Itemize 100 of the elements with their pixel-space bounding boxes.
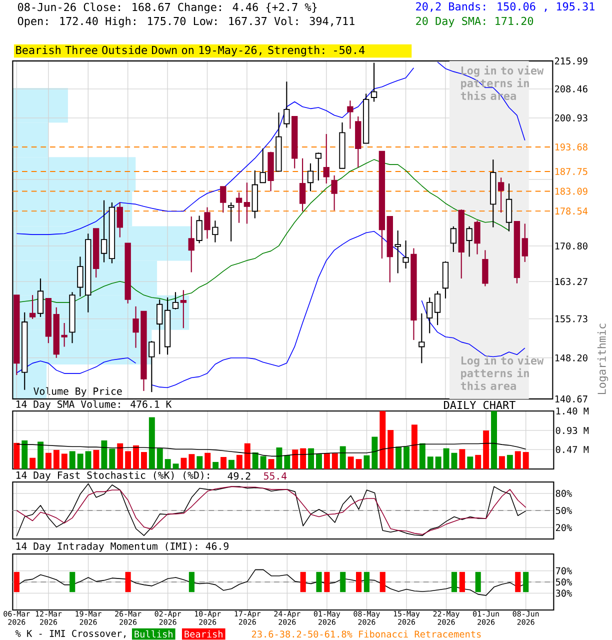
candlestick [498, 177, 504, 214]
candlestick [212, 220, 218, 243]
bar [14, 442, 20, 470]
bar [101, 440, 108, 470]
bar [85, 451, 92, 470]
bar [451, 452, 458, 470]
bar [244, 443, 251, 470]
bar [467, 456, 474, 470]
bar [316, 454, 322, 470]
bar [483, 430, 490, 470]
text: Bearish Three Outside Down on 19-May-26, Strength: -50.4 [16, 46, 365, 56]
ref-line-label: 183.09 [556, 188, 588, 195]
candlestick [300, 158, 306, 212]
y-tick-label: 208.46 [555, 85, 588, 92]
bar [284, 455, 290, 470]
y-tick-label: 215.99 [555, 57, 588, 64]
text: 23.6-38.2-50-61.8% Fibonacci Retracements [252, 630, 481, 638]
bar [188, 454, 195, 470]
candlestick [188, 216, 195, 273]
bar [268, 459, 274, 470]
y-tick-label: 148.20 [556, 354, 588, 362]
y-tick-label: 0.93 M [556, 426, 589, 434]
candlestick [220, 186, 226, 214]
bar [436, 456, 442, 470]
bar [372, 436, 378, 470]
y-tick-label: 50% [556, 506, 572, 514]
text: 20,2 Bands: 150.06 , 195.31 [416, 2, 595, 12]
candlestick [180, 290, 187, 329]
bar [196, 456, 203, 470]
candlestick [172, 292, 179, 310]
bar [172, 464, 179, 470]
y-axis-title: Logarithmic [598, 324, 608, 394]
candlestick [244, 182, 250, 224]
candlestick [228, 202, 234, 242]
text: 14 Day SMA Volume: 476.1 K [16, 400, 172, 410]
y-tick-label: 30% [556, 590, 572, 597]
bar [523, 452, 529, 470]
text: 20 Day SMA: 171.20 [416, 16, 534, 28]
bar [46, 452, 52, 470]
bar [70, 451, 76, 470]
candlestick [30, 294, 36, 320]
text: Bearish [184, 630, 223, 638]
candlestick [522, 223, 528, 262]
bar [22, 440, 28, 470]
candlestick [466, 226, 473, 258]
candlestick [38, 278, 44, 318]
bar [157, 448, 164, 470]
bar [133, 445, 140, 470]
y-tick-label: 170.80 [556, 242, 588, 250]
candlestick [308, 162, 314, 192]
y-tick-label: 200.93 [555, 114, 588, 122]
candlestick [204, 206, 210, 240]
bar [260, 456, 266, 470]
bar [332, 453, 338, 470]
bar [308, 448, 314, 470]
candlestick [323, 133, 330, 184]
series-label: 49.2 [228, 472, 250, 480]
bar [507, 454, 514, 470]
bar [212, 462, 219, 470]
y-tick-label: 80% [556, 490, 572, 497]
bar [117, 443, 124, 470]
candlestick [474, 220, 480, 255]
candlestick [284, 81, 290, 128]
bar [499, 456, 506, 470]
legend-title: % K - IMI Crossover, [16, 630, 126, 638]
bar [515, 451, 522, 470]
bar [340, 446, 346, 470]
bar [404, 446, 410, 470]
candlestick [482, 250, 488, 287]
bar [292, 450, 298, 470]
candlestick [331, 174, 338, 211]
text: DAILY CHART [444, 400, 516, 410]
text: Volume By Price [34, 387, 122, 397]
bar [252, 452, 258, 470]
bar [180, 458, 187, 470]
candlestick [450, 226, 457, 253]
y-tick-label: 20% [556, 524, 572, 532]
y-tick-label: 0.47 M [556, 446, 589, 454]
candlestick [148, 340, 155, 393]
candlestick [315, 152, 322, 182]
bar [30, 458, 36, 470]
chart-subtitle: Open: 172.40 High: 175.70 Low: 167.37 Vol: 394,711 [18, 16, 355, 28]
bar [348, 456, 354, 470]
bar [236, 454, 243, 470]
candlestick [156, 298, 163, 355]
candlestick [116, 202, 124, 238]
candlestick [426, 296, 433, 334]
bar [228, 460, 235, 470]
bar [356, 459, 362, 470]
y-tick-label: 70% [556, 567, 572, 574]
chart-title: 14 Day Fast Stochastic (%K) (%D): [16, 471, 210, 481]
bar [420, 443, 426, 470]
candlestick [236, 192, 242, 224]
ref-line-label: 187.75 [556, 168, 588, 176]
bar [276, 447, 282, 470]
bar [380, 411, 386, 470]
bar [300, 448, 306, 470]
bar [475, 454, 482, 470]
candlestick [101, 200, 108, 263]
bar [459, 449, 466, 470]
